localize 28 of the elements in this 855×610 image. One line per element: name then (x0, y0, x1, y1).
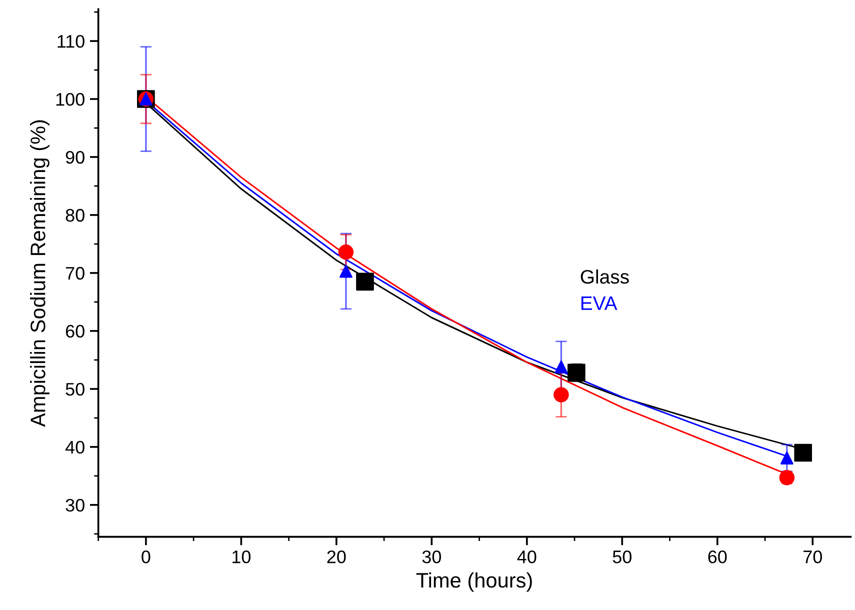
x-axis-title: Time (hours) (416, 572, 532, 592)
x-tick-label: 20 (327, 550, 346, 564)
x-tick-label: 40 (517, 550, 536, 564)
point (554, 387, 569, 402)
y-tick-label: 50 (66, 382, 84, 396)
point (339, 264, 352, 278)
y-tick-label: 110 (58, 34, 84, 48)
point (780, 451, 794, 464)
point (356, 272, 374, 291)
y-tick-label: 90 (66, 150, 84, 164)
x-tick-label: 50 (612, 550, 632, 564)
point (794, 444, 812, 462)
y-tick-label: 70 (66, 266, 84, 280)
x-tick-label: 70 (804, 550, 822, 564)
x-tick-label: 30 (422, 550, 442, 564)
text: EVA (581, 296, 618, 310)
point (338, 244, 354, 260)
text: Glass (580, 269, 629, 284)
point (554, 360, 568, 374)
y-axis-title: Ampicillin Sodium Remaining (%) (30, 120, 50, 427)
y-tick-label: 100 (56, 92, 84, 106)
y-tick-label: 60 (66, 324, 84, 338)
x-tick-label: 60 (708, 550, 727, 564)
x-tick-label: 0 (142, 550, 150, 564)
y-tick-label: 80 (66, 208, 84, 222)
y-tick-label: 40 (65, 440, 84, 454)
y-tick-label: 30 (66, 498, 84, 512)
x-tick-label: 10 (232, 550, 251, 564)
